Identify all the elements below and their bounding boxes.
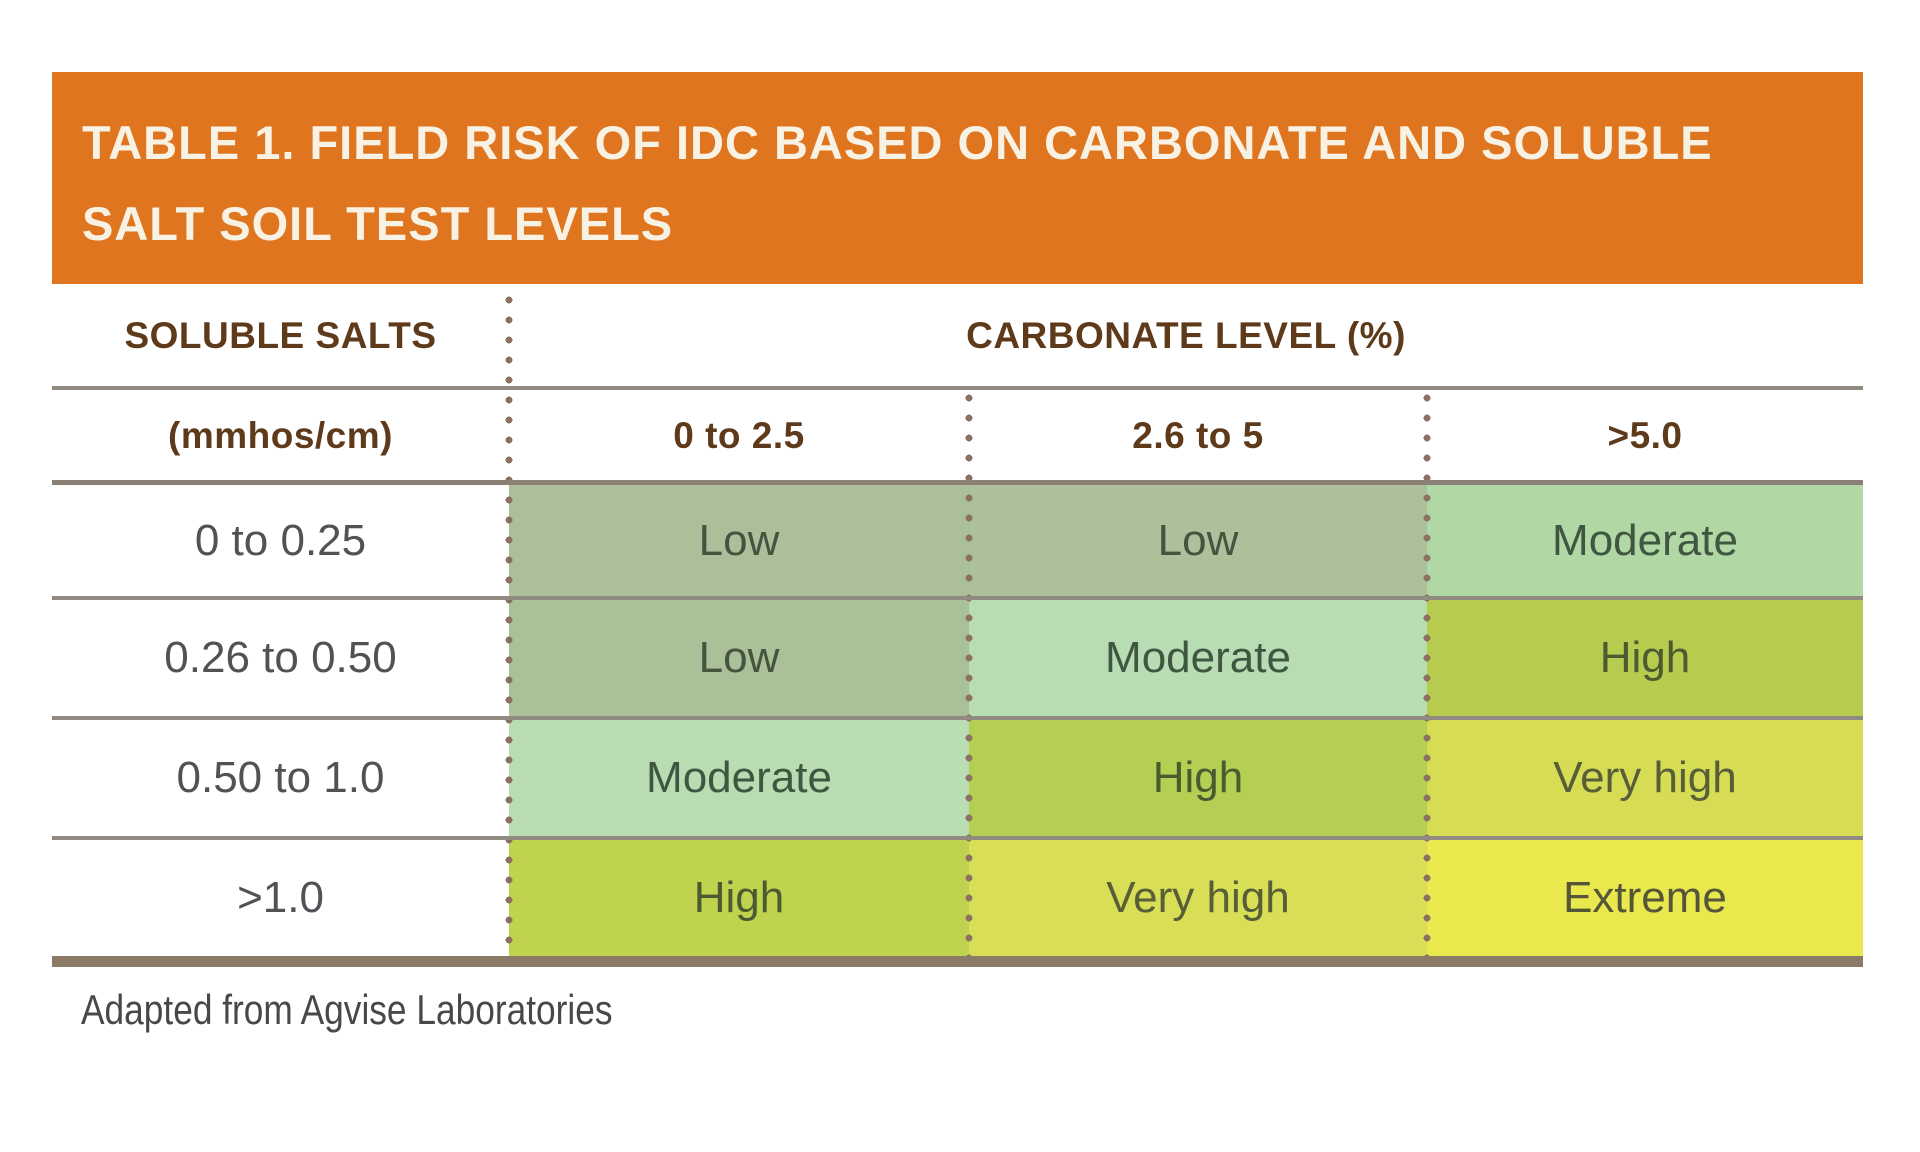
risk-cell-r3-c1: Very high	[969, 838, 1427, 958]
dotted-column-divider	[1423, 388, 1431, 956]
col-header-1: 2.6 to 5	[1132, 414, 1264, 456]
col-header-0: 0 to 2.5	[673, 414, 805, 456]
row-divider-line	[52, 596, 1863, 600]
column-group-header: CARBONATE LEVEL (%)	[966, 315, 1406, 356]
col-header-2: >5.0	[1607, 414, 1683, 456]
row-divider-line	[52, 716, 1863, 720]
risk-cell-r1-c2: High	[1427, 598, 1863, 718]
risk-cell-r2-c2: Very high	[1427, 718, 1863, 838]
header-divider-line	[52, 386, 1863, 390]
row-unit-header: (mmhos/cm)	[168, 414, 393, 456]
risk-cell-r0-c0: Low	[509, 483, 969, 598]
risk-cell-r0-c1: Low	[969, 483, 1427, 598]
table-title-banner: TABLE 1. FIELD RISK OF IDC BASED ON CARB…	[52, 72, 1863, 284]
row-label-2: 0.50 to 1.0	[176, 753, 385, 802]
row-label-1: 0.26 to 0.50	[164, 633, 397, 682]
idc-risk-figure: TABLE 1. FIELD RISK OF IDC BASED ON CARB…	[0, 72, 1920, 1036]
risk-cell-r1-c1: Moderate	[969, 598, 1427, 718]
risk-cell-r3-c0: High	[509, 838, 969, 958]
table-bottom-border	[52, 956, 1863, 967]
row-divider-line	[52, 836, 1863, 840]
risk-cell-r2-c1: High	[969, 718, 1427, 838]
row-group-header: SOLUBLE SALTS	[124, 315, 437, 356]
row-label-0: 0 to 0.25	[194, 515, 367, 565]
risk-cell-r2-c0: Moderate	[509, 718, 969, 838]
dotted-column-divider	[965, 388, 973, 956]
risk-cell-r1-c0: Low	[509, 598, 969, 718]
risk-table: SOLUBLE SALTS CARBONATE LEVEL (%) (mmhos…	[52, 284, 1863, 967]
header-bottom-line	[52, 480, 1863, 485]
table-title-line1: TABLE 1. FIELD RISK OF IDC BASED ON CARB…	[82, 116, 1713, 169]
row-label-3: >1.0	[237, 873, 324, 922]
source-credit: Adapted from Agvise Laboratories	[81, 986, 613, 1033]
table-title-line2: SALT SOIL TEST LEVELS	[82, 197, 674, 250]
risk-cell-r0-c2: Moderate	[1427, 483, 1863, 598]
dotted-column-divider	[505, 290, 513, 956]
risk-cell-r3-c2: Extreme	[1427, 838, 1863, 958]
